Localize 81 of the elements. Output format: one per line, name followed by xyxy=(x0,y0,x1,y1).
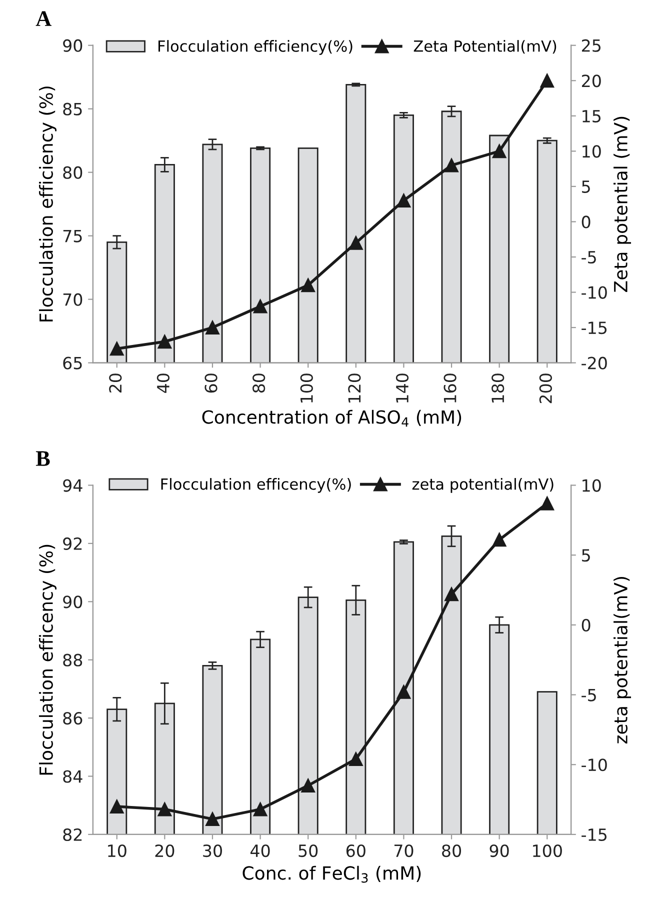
y-tick-label: 85 xyxy=(63,102,82,116)
point xyxy=(540,74,554,88)
point xyxy=(348,236,363,250)
legend-label: zeta potential(mV) xyxy=(412,478,554,493)
y-tick-label: 94 xyxy=(63,479,82,492)
x-tick-label: 200 xyxy=(539,374,552,404)
point xyxy=(396,194,411,208)
y-tick-label: 86 xyxy=(63,712,82,725)
point xyxy=(253,299,268,314)
y-axis-title: Flocculation efficency (%) xyxy=(39,544,56,775)
point xyxy=(301,278,316,292)
y-tick-label: 82 xyxy=(63,828,82,842)
point xyxy=(396,685,411,699)
point xyxy=(206,320,220,334)
y2-tick-label: 20 xyxy=(582,74,601,88)
y2-tick-label: 10 xyxy=(582,479,601,492)
legend-label: Flocculation efficiency(%) xyxy=(158,40,352,55)
point xyxy=(110,342,124,356)
y-tick-label: 65 xyxy=(63,356,82,370)
point xyxy=(110,800,124,814)
chart-title: A xyxy=(36,11,52,26)
x-tick-label: 30 xyxy=(203,844,222,858)
x-tick-label: 10 xyxy=(108,844,126,858)
point xyxy=(206,812,220,826)
x-tick-label: 20 xyxy=(155,844,174,858)
x-tick-label: 20 xyxy=(109,374,122,393)
y2-tick-label: -5 xyxy=(582,251,596,264)
x-tick-label: 50 xyxy=(298,844,318,858)
y-tick-label: 80 xyxy=(63,166,82,179)
point xyxy=(492,532,506,547)
y2-tick-label: 10 xyxy=(582,145,601,158)
x-tick-label: 70 xyxy=(394,844,414,858)
y2-tick-label: 0 xyxy=(582,216,590,228)
y2-tick-label: 25 xyxy=(582,39,601,52)
x-tick-label: 160 xyxy=(444,374,456,403)
x-tick-label: 40 xyxy=(156,374,170,393)
legend-label: Flocculation efficency(%) xyxy=(161,478,351,493)
x-tick-label: 120 xyxy=(348,374,361,403)
x-tick-label: 40 xyxy=(250,844,270,858)
y2-axis-title: zeta potential(mV) xyxy=(614,576,632,744)
point xyxy=(444,587,458,602)
y2-tick-label: 5 xyxy=(582,549,590,562)
x-tick-label: 180 xyxy=(492,374,504,403)
y-tick-label: 90 xyxy=(63,39,82,52)
y-tick-label: 75 xyxy=(63,230,82,242)
y2-tick-label: 5 xyxy=(582,180,590,194)
y2-tick-label: 15 xyxy=(582,110,601,122)
point xyxy=(444,158,458,172)
y2-tick-label: 0 xyxy=(582,618,590,632)
x-tick-label: 80 xyxy=(442,844,462,858)
x-tick-label: 60 xyxy=(346,844,366,858)
x-tick-label: 80 xyxy=(252,374,266,393)
y-axis-title: Flocculation efficiency (%) xyxy=(39,86,56,322)
y-tick-label: 70 xyxy=(63,293,82,306)
y2-tick-label: -10 xyxy=(582,758,607,772)
y-tick-label: 92 xyxy=(63,537,82,550)
x-axis-title: Concentration of AlSO$_{4}$ (mM) xyxy=(202,410,462,427)
point xyxy=(253,802,268,816)
point xyxy=(540,496,554,510)
y2-tick-label: -15 xyxy=(582,828,607,842)
y-tick-label: 84 xyxy=(63,770,82,783)
x-tick-label: 60 xyxy=(204,374,218,393)
y2-tick-label: -15 xyxy=(582,322,607,334)
y-tick-label: 88 xyxy=(63,654,82,666)
y-tick-label: 90 xyxy=(63,596,82,608)
x-tick-label: 100 xyxy=(533,844,562,858)
legend-label: Zeta Potential(mV) xyxy=(414,40,556,54)
point xyxy=(158,802,172,816)
x-axis-title: Conc. of FeCl$_{3}$ (mM) xyxy=(242,866,421,883)
y2-tick-label: -5 xyxy=(582,688,596,702)
x-tick-label: 100 xyxy=(300,374,313,403)
chart-title: B xyxy=(36,451,50,466)
point xyxy=(158,334,172,349)
y2-tick-label: -20 xyxy=(582,356,607,370)
point xyxy=(492,144,506,158)
y2-axis-title: Zeta potential (mV) xyxy=(614,116,632,292)
y2-tick-label: -10 xyxy=(582,286,607,299)
point xyxy=(348,752,363,766)
x-tick-label: 140 xyxy=(396,374,409,403)
point xyxy=(301,778,316,792)
x-tick-label: 90 xyxy=(490,844,509,858)
